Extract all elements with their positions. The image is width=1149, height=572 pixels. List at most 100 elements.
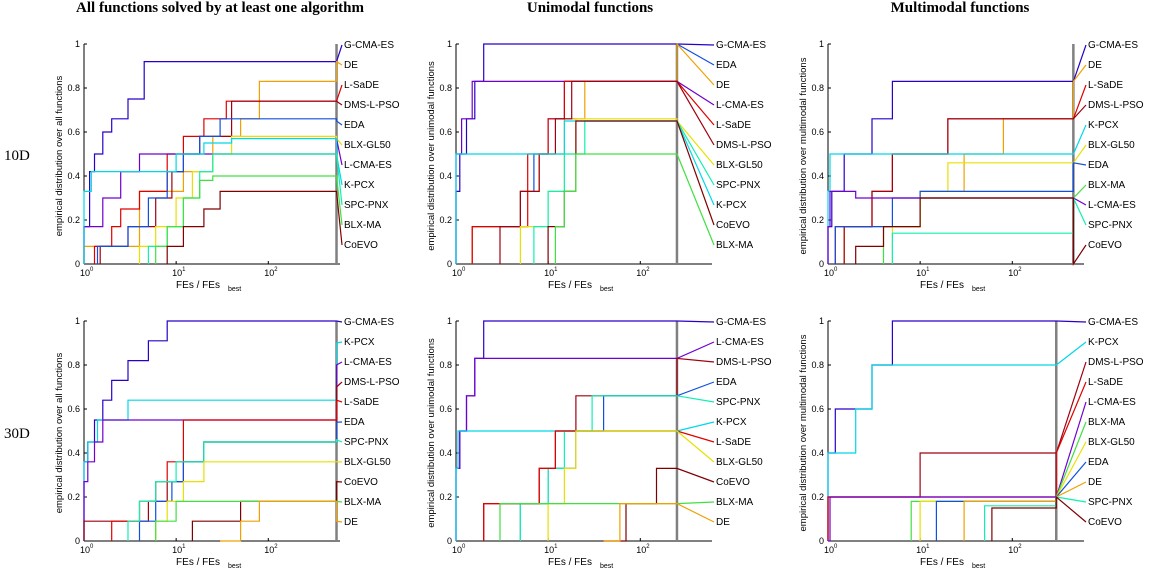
- legend-label-g-cma-es: G-CMA-ES: [344, 317, 394, 328]
- y-tick-label: 0.8: [811, 360, 824, 370]
- legend-label-eda: EDA: [1088, 457, 1109, 468]
- legend-label-eda: EDA: [1088, 160, 1109, 171]
- legend-label-de: DE: [1088, 60, 1102, 71]
- legend-label-l-sade: L-SaDE: [716, 437, 751, 448]
- y-tick-label: 0.6: [439, 404, 452, 414]
- x-axis-label: FEs / FEs: [176, 557, 220, 568]
- legend-label-blx-ma: BLX-MA: [344, 220, 382, 231]
- series-line-blx-ma: [910, 421, 1087, 541]
- y-tick-label: 0: [447, 536, 452, 546]
- y-tick-label: 0.4: [811, 448, 824, 458]
- legend-label-spc-pnx: SPC-PNX: [1088, 220, 1133, 231]
- y-tick-label: 0.2: [67, 492, 80, 502]
- y-tick-label: 0.6: [67, 404, 80, 414]
- x-tick-label: 10: [916, 545, 926, 555]
- legend-label-spc-pnx: SPC-PNX: [1088, 497, 1133, 508]
- x-tick-exponent: 0: [90, 544, 94, 550]
- legend-label-dms-l-pso: DMS-L-PSO: [716, 357, 772, 368]
- legend-label-coevo: CoEVO: [1088, 240, 1122, 251]
- series-line-k-pcx: [83, 138, 343, 264]
- y-tick-label: 0.2: [811, 215, 824, 225]
- legend-label-g-cma-es: G-CMA-ES: [1088, 317, 1138, 328]
- legend-label-k-pcx: K-PCX: [1088, 120, 1119, 131]
- series-line-eda: [96, 118, 343, 264]
- y-tick-label: 0.4: [67, 171, 80, 181]
- legend-label-dms-l-pso: DMS-L-PSO: [344, 377, 400, 388]
- series-line-de: [603, 503, 715, 542]
- x-tick-label: 10: [544, 268, 554, 278]
- series-line-l-cma-es: [828, 401, 1087, 542]
- legend-label-l-cma-es: L-CMA-ES: [1088, 397, 1136, 408]
- series-line-de: [963, 481, 1087, 541]
- x-tick-label: 10: [264, 545, 274, 555]
- x-tick-exponent: 1: [926, 267, 930, 273]
- legend-label-blx-ma: BLX-MA: [716, 497, 754, 508]
- x-tick-exponent: 0: [462, 267, 466, 273]
- y-tick-label: 1: [447, 316, 452, 326]
- y-tick-label: 0.6: [67, 127, 80, 137]
- legend-label-blx-ma: BLX-MA: [1088, 180, 1126, 191]
- legend-label-l-cma-es: L-CMA-ES: [344, 160, 392, 171]
- legend-label-de: DE: [716, 80, 730, 91]
- series-line-blx-gl50: [891, 144, 1087, 264]
- x-axis-label: FEs / FEs: [176, 280, 220, 291]
- legend-label-g-cma-es: G-CMA-ES: [716, 40, 766, 51]
- x-tick-exponent: 2: [646, 544, 650, 550]
- legend-label-de: DE: [344, 60, 358, 71]
- x-axis-label-subscript: best: [228, 286, 241, 293]
- x-tick-label: 10: [80, 268, 90, 278]
- y-tick-label: 0.4: [439, 448, 452, 458]
- legend-label-l-sade: L-SaDE: [1088, 377, 1123, 388]
- legend-label-l-cma-es: L-CMA-ES: [1088, 200, 1136, 211]
- legend-label-blx-gl50: BLX-GL50: [1088, 140, 1135, 151]
- x-tick-label: 10: [80, 545, 90, 555]
- legend-label-l-cma-es: L-CMA-ES: [716, 100, 764, 111]
- legend-label-l-cma-es: L-CMA-ES: [344, 357, 392, 368]
- x-tick-exponent: 2: [1018, 544, 1022, 550]
- column-title-multimodal: Multimodal functions: [890, 0, 1030, 16]
- series-line-dms-l-pso: [499, 80, 715, 264]
- legend-label-k-pcx: K-PCX: [716, 200, 747, 211]
- x-axis-label-subscript: best: [600, 286, 613, 293]
- y-tick-label: 0: [75, 536, 80, 546]
- x-tick-exponent: 1: [182, 544, 186, 550]
- series-line-de: [220, 500, 343, 542]
- y-axis-label: empirical distribution over multimodal f…: [798, 334, 809, 531]
- x-axis-label: FEs / FEs: [920, 557, 964, 568]
- y-tick-label: 1: [75, 39, 80, 49]
- x-axis-label-subscript: best: [228, 563, 241, 570]
- x-axis-label: FEs / FEs: [548, 280, 592, 291]
- legend-label-eda: EDA: [716, 60, 737, 71]
- y-axis-label: empirical distribution over unimodal fun…: [426, 338, 437, 528]
- y-tick-label: 1: [819, 39, 824, 49]
- y-tick-label: 0.8: [67, 83, 80, 93]
- legend-label-coevo: CoEVO: [344, 240, 378, 251]
- legend-label-coevo: CoEVO: [344, 477, 378, 488]
- legend-label-coevo: CoEVO: [716, 220, 750, 231]
- y-tick-label: 0.2: [439, 492, 452, 502]
- legend-label-k-pcx: K-PCX: [716, 417, 747, 428]
- legend-label-dms-l-pso: DMS-L-PSO: [1088, 100, 1144, 111]
- y-tick-label: 0.2: [439, 215, 452, 225]
- legend-label-k-pcx: K-PCX: [344, 180, 375, 191]
- x-tick-exponent: 0: [834, 267, 838, 273]
- y-tick-label: 0.4: [811, 171, 824, 181]
- x-axis-label: FEs / FEs: [920, 280, 964, 291]
- legend-label-blx-gl50: BLX-GL50: [716, 160, 763, 171]
- series-line-blx-gl50: [547, 430, 715, 541]
- legend-label-dms-l-pso: DMS-L-PSO: [1088, 357, 1144, 368]
- legend-label-dms-l-pso: DMS-L-PSO: [344, 100, 400, 111]
- y-tick-label: 0: [819, 259, 824, 269]
- series-line-blx-ma: [155, 500, 343, 541]
- series-line-l-sade: [827, 381, 1087, 541]
- series-line-coevo: [191, 480, 343, 541]
- legend-label-spc-pnx: SPC-PNX: [716, 180, 761, 191]
- x-tick-exponent: 1: [182, 267, 186, 273]
- legend-label-dms-l-pso: DMS-L-PSO: [716, 140, 772, 151]
- legend-label-blx-ma: BLX-MA: [1088, 417, 1126, 428]
- x-axis-label: FEs / FEs: [548, 557, 592, 568]
- y-tick-label: 0: [819, 536, 824, 546]
